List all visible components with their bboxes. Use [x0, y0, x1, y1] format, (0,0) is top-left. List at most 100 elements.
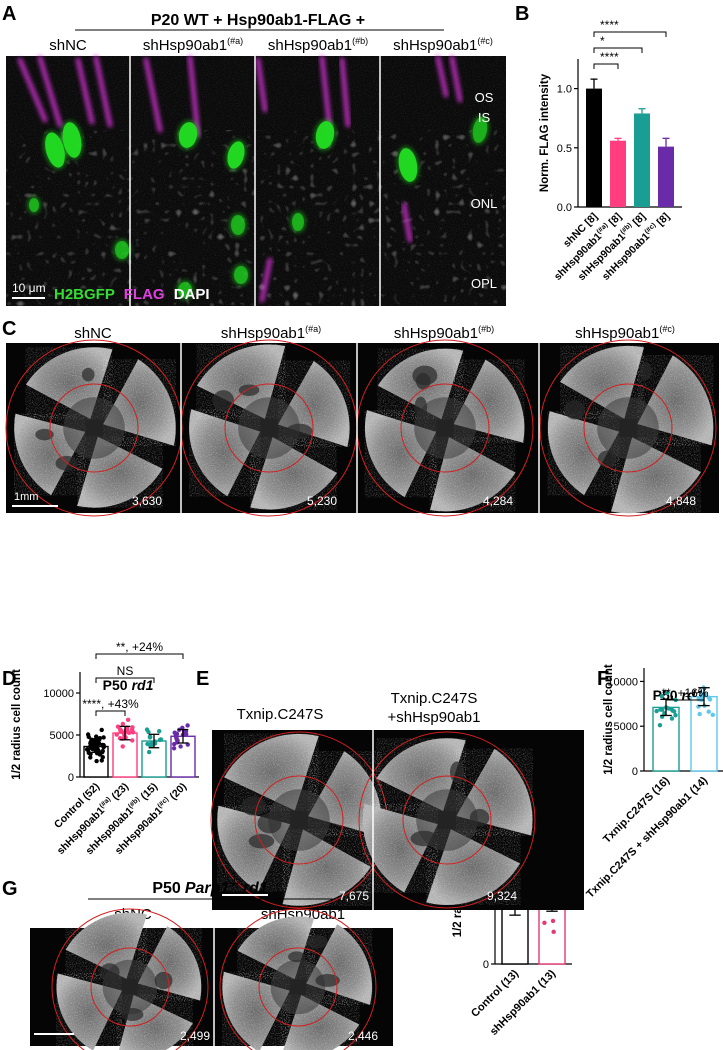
- chart-f-point: [666, 706, 671, 711]
- panel-g-retina-1: [51, 908, 209, 1050]
- panel-a-title: P20 WT + Hsp90ab1-FLAG +: [151, 12, 365, 29]
- chart-d-ytick-1: 5000: [50, 730, 74, 742]
- chart-d-point: [144, 727, 150, 732]
- chart-f-ytick-0: 0: [632, 766, 638, 778]
- legend-dapi: DAPI: [174, 286, 210, 303]
- chart-d-point: [88, 741, 93, 746]
- chart-d-point: [171, 741, 177, 747]
- chart-f-ylabel: 1/2 radius cell count: [603, 664, 615, 775]
- panel-a-col-3: shHsp90ab1(#b): [268, 36, 368, 54]
- panel-a-micrograph: OS IS ONL OPL 10 μm H2BGFP FLAG DAPI: [6, 55, 506, 306]
- panel-c-col-4: shHsp90ab1(#c): [575, 324, 675, 342]
- panel-c-count-2: 5,230: [307, 494, 337, 508]
- chart-d-point: [85, 732, 91, 737]
- layer-label-is: IS: [478, 110, 491, 125]
- chart-d-bracket-0: [95, 710, 126, 716]
- chart-d-point: [123, 735, 128, 740]
- chart-b-sig-0: ****: [600, 50, 619, 64]
- panel-letter-c: C: [2, 318, 16, 340]
- chart-b-bar-1: [610, 140, 626, 207]
- panel-letter-f: F: [597, 668, 609, 690]
- chart-f-xtick-0: Txnip.C247S(16): [601, 774, 672, 845]
- panel-g-title: P50 Parp1-/- rd1: [152, 878, 267, 897]
- chart-d-point: [145, 741, 150, 747]
- panel-letter-d: D: [2, 668, 16, 690]
- panel-a-scalebar-label: 10 μm: [12, 281, 46, 295]
- panel-letter-a: A: [2, 3, 16, 25]
- panel-e-col-2-line2: +shHsp90ab1: [388, 709, 481, 726]
- chart-d-ylabel: 1/2 radius cell count: [11, 669, 23, 780]
- panel-c-col-3: shHsp90ab1(#b): [394, 324, 494, 342]
- chart-d-point: [149, 740, 154, 746]
- panel-e-col-2-line1: Txnip.C247S: [391, 690, 478, 707]
- chart-d-point: [97, 735, 103, 741]
- panel-c-count-1: 3,630: [132, 494, 162, 508]
- legend-flag: FLAG: [124, 286, 165, 303]
- chart-h-point: [542, 920, 547, 925]
- chart-f-bracket-0: [665, 699, 705, 705]
- chart-b-ytick-0: 0.0: [557, 202, 572, 214]
- chart-h-point: [550, 918, 556, 924]
- chart-d-point: [99, 727, 104, 733]
- chart-d-point: [148, 734, 153, 740]
- panel-c-retina-1: [5, 339, 183, 517]
- chart-f-point: [706, 695, 712, 700]
- panel-c: shNC shHsp90ab1(#a) shHsp90ab1(#b) shHsp90a…: [5, 324, 719, 517]
- chart-b-ytick-1: 0.5: [557, 143, 572, 155]
- panel-e: Txnip.C247S Txnip.C247S +shHsp90ab1 7,67…: [210, 690, 584, 910]
- chart-d-point: [85, 747, 91, 752]
- panel-e-col-1: Txnip.C247S: [237, 706, 324, 723]
- panel-c-retina-3: [356, 339, 534, 517]
- chart-b-ytick-2: 1.0: [557, 84, 572, 96]
- chart-d-point: [130, 725, 135, 730]
- chart-h-point: [551, 929, 556, 935]
- chart-d-point: [130, 738, 135, 743]
- panel-c-scalebar-label: 1mm: [14, 491, 38, 503]
- chart-d-point: [171, 746, 177, 751]
- chart-d-point: [120, 721, 126, 727]
- chart-d-sig-0: ****, +43%: [82, 697, 139, 711]
- panel-c-col-2: shHsp90ab1(#a): [221, 324, 321, 342]
- chart-f-point: [672, 709, 677, 714]
- panel-e-retina-1: [210, 731, 388, 909]
- chart-d-ytick-0: 0: [68, 772, 74, 784]
- chart-d-sig-2: **, +24%: [116, 640, 163, 654]
- panel-g-retina-2: [219, 908, 377, 1050]
- chart-f-point: [657, 722, 663, 728]
- chart-f-point: [654, 708, 659, 714]
- panel-a-column-labels: shNC shHsp90ab1(#a) shHsp90ab1(#b) shHsp90a…: [49, 36, 493, 54]
- chart-f-point: [659, 693, 664, 699]
- panel-g-count-2: 2,446: [348, 1029, 378, 1043]
- chart-d-point: [88, 755, 93, 760]
- panel-letter-g: G: [2, 878, 18, 900]
- chart-d-title: P50 rd1: [103, 677, 154, 693]
- panel-a-col-2: shHsp90ab1(#a): [143, 36, 243, 54]
- chart-d-point: [94, 758, 99, 764]
- chart-d-point: [172, 730, 177, 735]
- chart-f-point: [706, 709, 711, 714]
- chart-d-point: [114, 732, 119, 737]
- chart-f-ytick-2: 10000: [607, 676, 638, 688]
- panel-g-count-1: 2,499: [180, 1029, 210, 1043]
- panel-c-retina-4: [539, 339, 717, 517]
- chart-b-sig-1: *: [600, 34, 605, 48]
- chart-f-point: [669, 716, 675, 721]
- chart-f-ytick-1: 5000: [614, 721, 638, 733]
- layer-label-os: OS: [475, 90, 494, 105]
- chart-f-point: [664, 690, 670, 696]
- chart-f-bar-0: [652, 706, 680, 772]
- chart-d-point: [185, 723, 190, 728]
- chart-f-bar-1: [690, 695, 718, 772]
- channel-legend: H2BGFP FLAG DAPI: [54, 286, 210, 303]
- chart-b-bar-3: [658, 146, 674, 207]
- chart-b-bracket-2: [593, 31, 667, 37]
- panel-c-count-3: 4,284: [483, 494, 513, 508]
- chart-d-ytick-2: 10000: [43, 688, 74, 700]
- chart-d-point: [99, 758, 104, 763]
- panel-letter-e: E: [196, 668, 209, 690]
- chart-d-point: [101, 735, 106, 740]
